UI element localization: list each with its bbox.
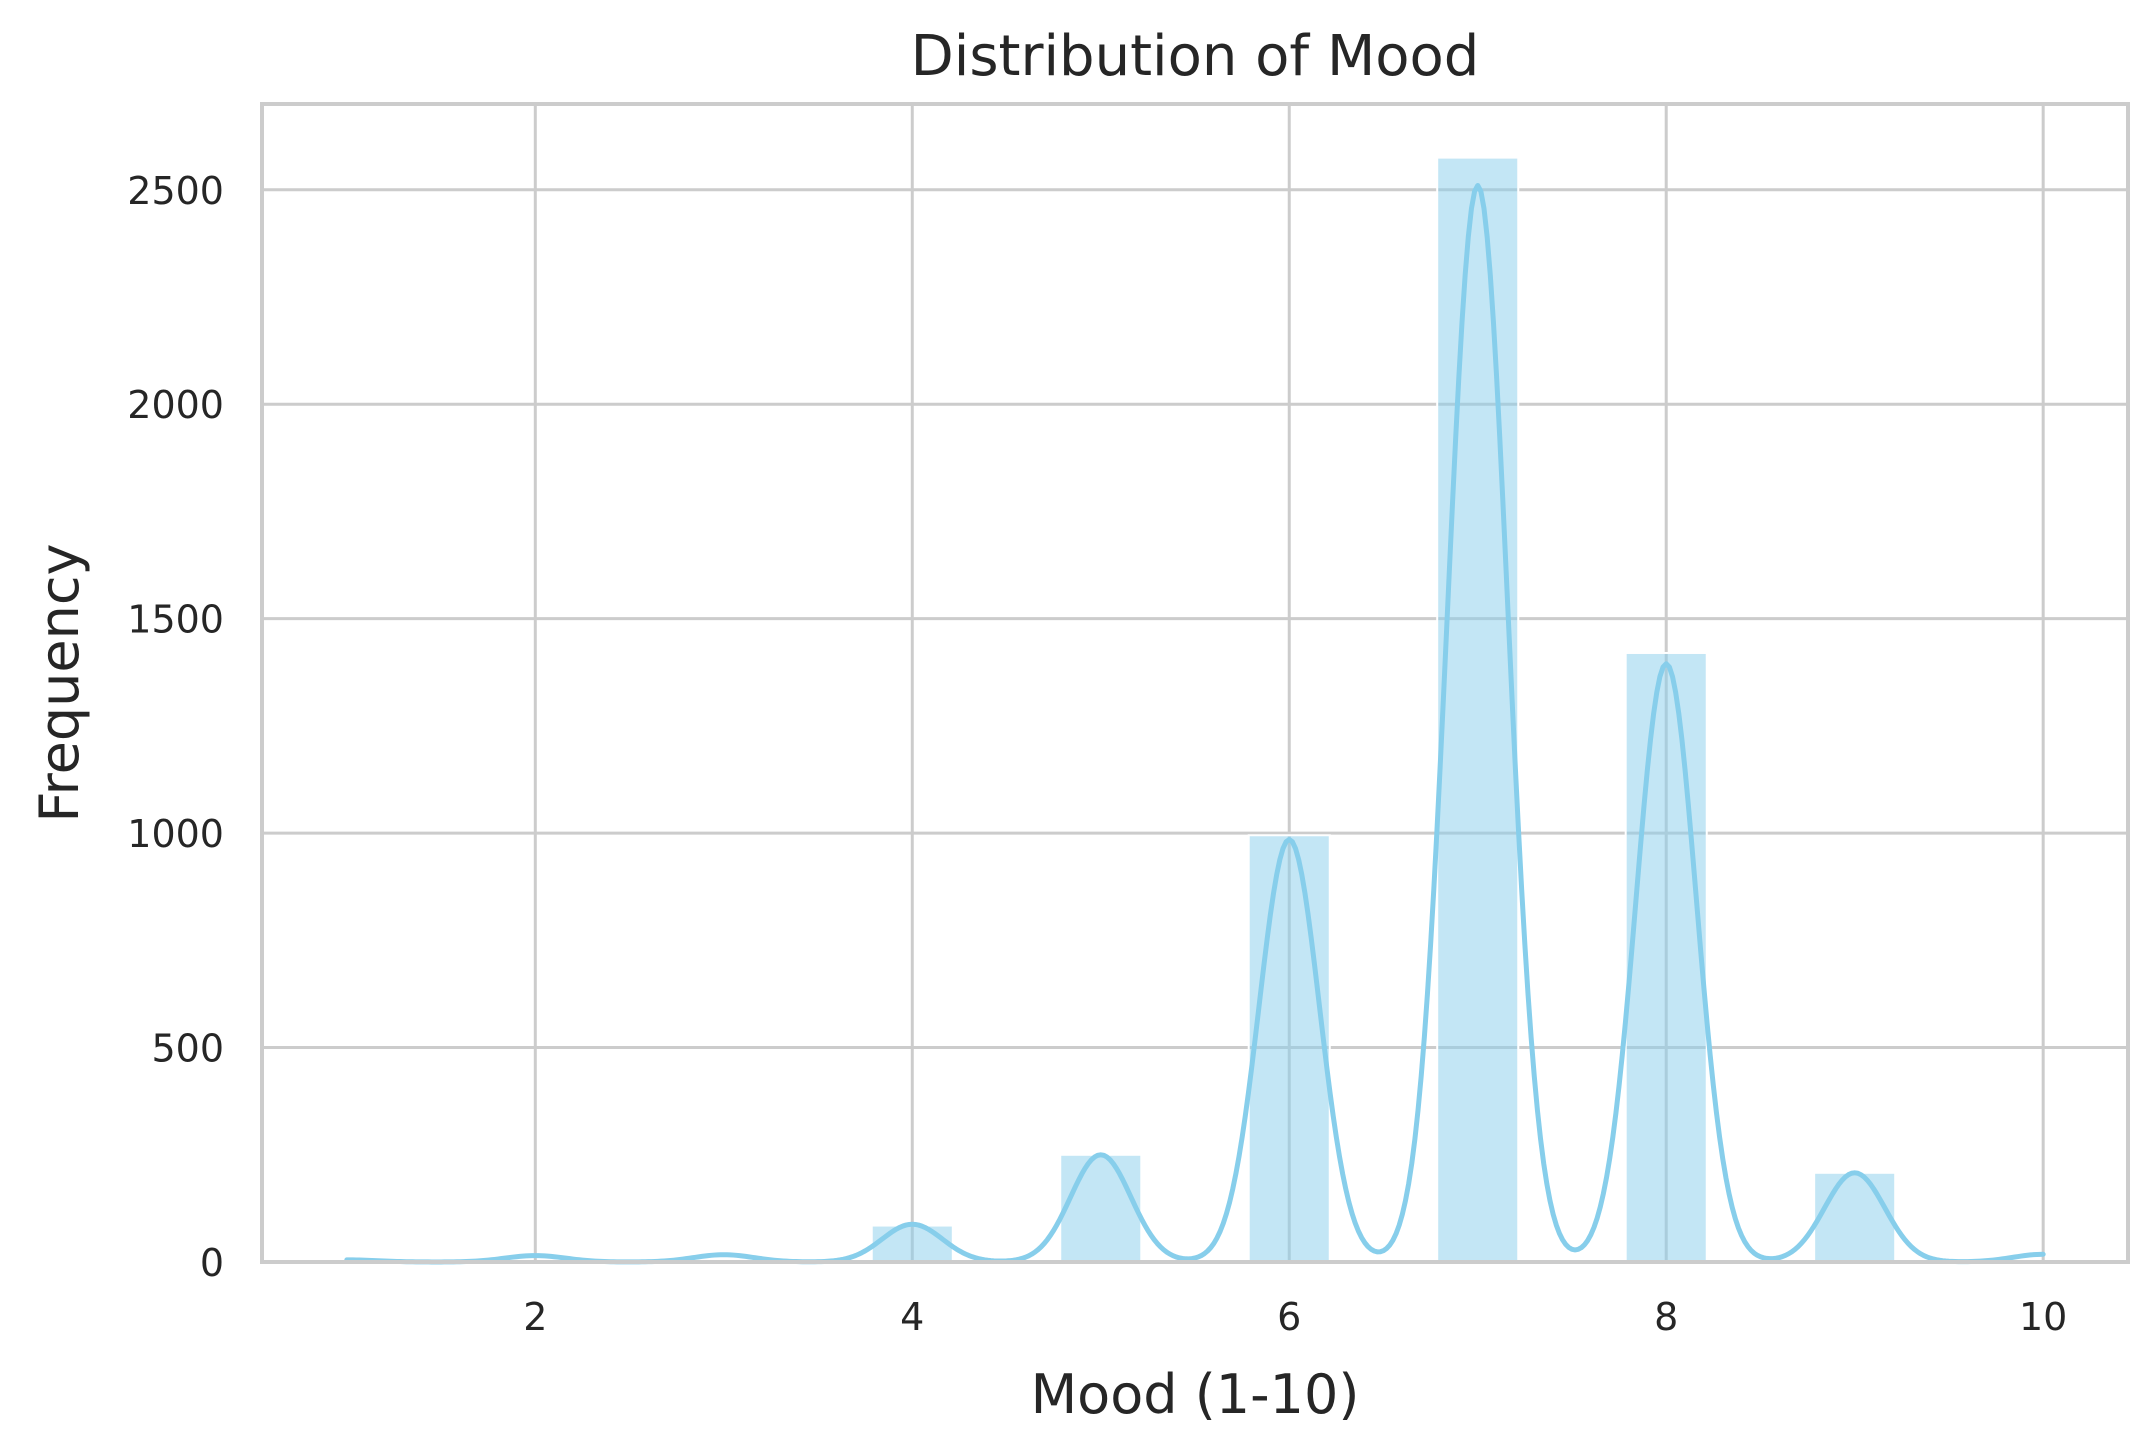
- x-tick-label: 2: [523, 1295, 547, 1339]
- y-tick-label: 0: [200, 1241, 224, 1285]
- plot-frame: [260, 102, 2130, 1264]
- histogram-bar: [1436, 156, 1520, 1264]
- histogram-bar: [1813, 1171, 1897, 1264]
- x-tick-label: 4: [900, 1295, 924, 1339]
- y-tick-label: 2000: [127, 383, 224, 427]
- kde-layer: [344, 182, 2046, 1265]
- x-tick-label: 8: [1654, 1295, 1678, 1339]
- histogram-bar: [1247, 834, 1331, 1263]
- grid-layer: [262, 104, 2128, 1264]
- chart-title: Distribution of Mood: [911, 24, 1480, 89]
- x-axis-label: Mood (1-10): [1031, 1363, 1360, 1426]
- y-tick-label: 500: [151, 1027, 224, 1071]
- kde-curve: [344, 182, 2046, 1265]
- y-axis-label: Frequency: [28, 544, 91, 823]
- y-tick-label: 2500: [127, 169, 224, 213]
- y-tick-label: 1500: [127, 598, 224, 642]
- y-tick-label: 1000: [127, 812, 224, 856]
- histogram-bar: [1624, 651, 1708, 1263]
- x-tick-label: 10: [2019, 1295, 2067, 1339]
- histogram-bar: [1059, 1153, 1143, 1264]
- x-tick-label: 6: [1277, 1295, 1301, 1339]
- bar-layer: [870, 156, 1897, 1264]
- histogram-bar: [870, 1224, 954, 1263]
- tick-layer: 2 4 6 8 10 0 500 1000 1500 2000 2500: [127, 169, 2067, 1339]
